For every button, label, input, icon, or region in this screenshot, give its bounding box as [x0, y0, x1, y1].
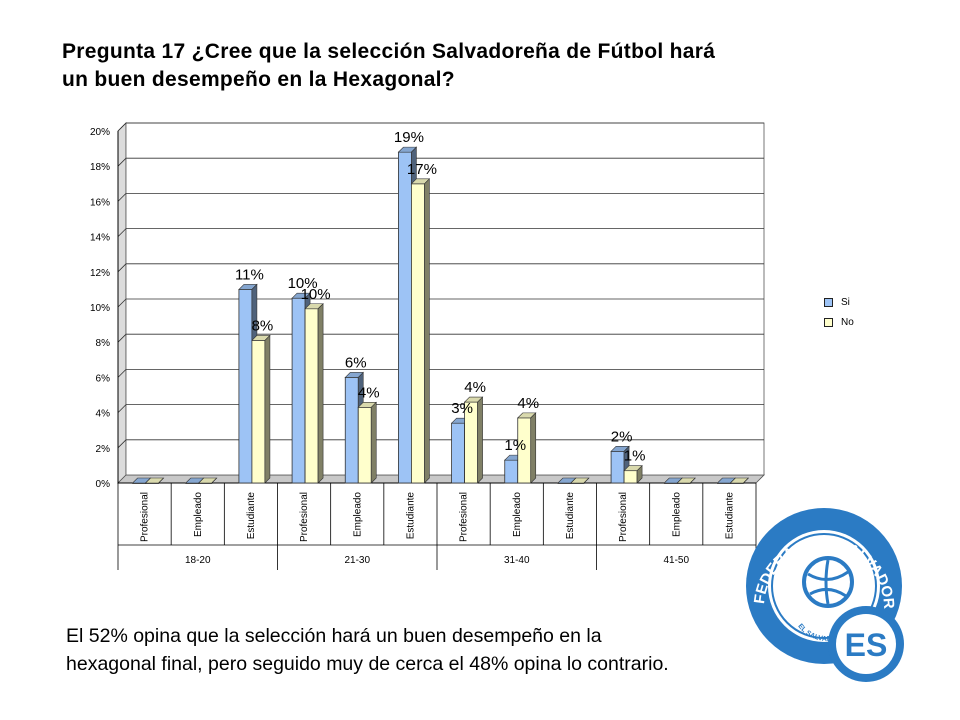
legend-item-no: No [824, 312, 854, 332]
y-tick-label: 10% [90, 303, 110, 314]
legend-swatch-no [824, 317, 833, 327]
legend-swatch-si [824, 297, 833, 307]
y-tick-label: 6% [96, 373, 111, 384]
y-gridline [117, 404, 764, 413]
y-tick-label: 8% [96, 338, 111, 349]
data-label-si: 1% [504, 437, 526, 454]
y-tick-label: 16% [90, 197, 110, 208]
y-gridline [117, 157, 764, 167]
data-label-no: 10% [301, 286, 331, 303]
logo-badge-white [836, 614, 896, 674]
bar-side-no [743, 477, 749, 484]
y-tick-label: 2% [96, 444, 111, 455]
bar-side-no [690, 477, 696, 484]
logo-monogram: ES [845, 627, 888, 663]
bar-side-no [583, 477, 590, 484]
title-line-2: un buen desempeño en la Hexagonal? [62, 68, 455, 91]
bar-no [411, 183, 425, 484]
bar-chart: 0%2%4%6%8%10%12%14%16%18%20%11%8%10%10%6… [90, 122, 765, 570]
bar-side-no [530, 412, 537, 484]
bar-side-no [477, 396, 483, 484]
x-category-label: Empleado [512, 492, 523, 537]
data-label-si: 2% [611, 428, 633, 445]
bar-side-no [264, 334, 271, 484]
x-group-label: 31-40 [504, 555, 530, 566]
y-tick-label: 18% [90, 162, 110, 173]
data-label-si: 19% [394, 129, 424, 146]
x-category-label: Profesional [140, 492, 151, 542]
x-group-label: 21-30 [344, 555, 370, 566]
bar-no [251, 340, 266, 484]
bar-si [344, 376, 359, 484]
data-label-si: 6% [345, 354, 367, 371]
summary-text: El 52% opina que la selección hará un bu… [66, 622, 866, 678]
data-label-no: 8% [252, 317, 274, 334]
y-gridline [117, 439, 764, 449]
data-label-no: 4% [464, 379, 486, 396]
x-category-label: Profesional [618, 492, 629, 542]
legend-item-si: Si [824, 292, 854, 312]
x-category-label: Profesional [299, 492, 310, 542]
summary-line-2: hexagonal final, pero seguido muy de cer… [66, 653, 669, 675]
x-category-label: Empleado [193, 492, 204, 537]
x-category-label: Empleado [671, 492, 682, 537]
x-group-label: 41-50 [663, 555, 689, 566]
bar-side-no [211, 477, 217, 484]
y-tick-label: 14% [90, 233, 110, 244]
bar-si [451, 422, 465, 484]
x-category-label: Estudiante [246, 492, 257, 540]
bar-no [623, 470, 638, 484]
summary-line-1: El 52% opina que la selección hará un bu… [66, 625, 602, 647]
x-category-label: Estudiante [565, 492, 576, 540]
x-category-label: Empleado [352, 492, 363, 537]
legend-label-no: No [841, 316, 854, 328]
soccer-ball-seams [807, 559, 849, 605]
bar-si [291, 297, 306, 484]
bar-no [304, 308, 319, 484]
y-gridline [117, 228, 764, 237]
bar-side-no [636, 464, 643, 484]
y-gridline [117, 333, 764, 343]
y-gridline [117, 122, 764, 132]
data-label-no: 4% [358, 384, 380, 401]
y-tick-label: 0% [96, 479, 111, 490]
data-label-no: 4% [517, 395, 539, 412]
chart-legend: Si No [824, 292, 854, 332]
x-category-label: Estudiante [724, 492, 735, 540]
data-label-no: 1% [624, 448, 646, 465]
bar-no [357, 406, 372, 484]
y-gridline [117, 298, 764, 308]
bar-si [398, 151, 412, 484]
title-line-1: Pregunta 17 ¿Cree que la selección Salva… [62, 40, 716, 63]
y-gridline [117, 263, 764, 273]
data-label-si: 10% [288, 275, 318, 292]
y-gridline [117, 192, 764, 202]
data-label-si: 11% [235, 266, 264, 283]
y-tick-label: 20% [90, 127, 110, 138]
x-group-label: 18-20 [185, 555, 211, 566]
x-category-label: Estudiante [405, 492, 416, 540]
bar-si [610, 450, 625, 484]
federation-logo: FEDERACION SALVADOREÑA DE FUTBOL EL SALV… [738, 494, 904, 682]
bar-side-no [158, 477, 164, 484]
y-tick-label: 12% [90, 268, 110, 279]
logo-inner-ring [771, 533, 877, 639]
bar-si [238, 288, 253, 484]
data-label-no: 17% [407, 161, 437, 178]
bar-side-no [424, 178, 430, 484]
page-title: Pregunta 17 ¿Cree que la selección Salva… [62, 38, 922, 94]
x-category-label: Profesional [459, 492, 470, 542]
bar-si [504, 459, 519, 484]
data-label-si: 3% [451, 400, 473, 417]
y-tick-label: 4% [96, 409, 111, 420]
bar-side-no [317, 303, 324, 484]
y-gridline [117, 368, 764, 378]
bar-side-no [370, 401, 377, 484]
legend-label-si: Si [841, 296, 850, 308]
